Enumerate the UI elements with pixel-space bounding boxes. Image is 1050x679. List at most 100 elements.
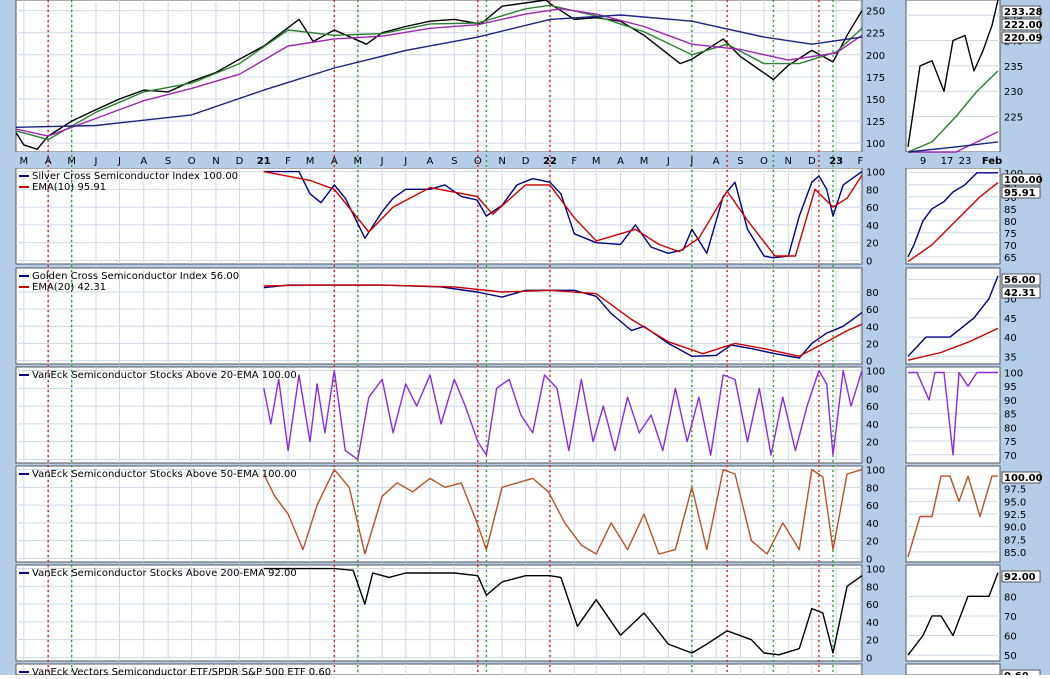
x-tick-label: J [93, 156, 97, 167]
y-tick-label: 0 [866, 554, 872, 565]
value-box [1001, 5, 1041, 18]
y-tick-label: 250 [866, 7, 885, 18]
series-above-50ema-zoom-19 [907, 475, 998, 558]
x-tick-label: F [571, 156, 577, 167]
legend-label: Silver Cross Semiconductor Index 100.00 [32, 171, 238, 182]
legend-swatch [19, 572, 29, 574]
value-box [1001, 173, 1041, 186]
legend-label: EMA(20) 42.31 [32, 282, 106, 293]
y-tick-label: 20 [866, 239, 879, 250]
zoom-panel-silver-cross [905, 167, 1001, 265]
legend-label: VanEck Vectors Semiconductor ETF/SPDR S&… [32, 667, 331, 675]
series-silver-cross-zoom-11 [907, 182, 999, 263]
series-price-zoom-4 [907, 0, 999, 148]
series-price-zoom-5 [907, 70, 999, 153]
y-tick-label: 100 [866, 565, 885, 576]
x-tick-label: N [498, 156, 505, 167]
series-golden-cross-zoom-15 [907, 327, 999, 361]
panel-price [15, 0, 863, 153]
y-tick-label: 80 [866, 384, 879, 395]
x-tick-label: M [640, 156, 649, 167]
value-box-label: 92.00 [1004, 572, 1036, 583]
x-tick-label: J [666, 156, 670, 167]
series-silver-cross-9 [263, 170, 863, 257]
y-tick-label: 0 [866, 256, 872, 267]
y-tick-label: 20 [866, 537, 879, 548]
zoom-y-tick-label: 92.5 [1004, 510, 1026, 521]
x-tick-label: A [45, 156, 52, 167]
x-tick-label: A [713, 156, 720, 167]
y-tick-label: 0 [866, 653, 872, 664]
zoom-y-tick-label: 90 [1004, 396, 1017, 407]
labels: 2502252001751501251002452402352302251008… [19, 5, 1043, 679]
zoom-y-tick-label: 225 [1004, 113, 1023, 124]
series-golden-cross-13 [263, 284, 863, 357]
x-tick-label: J [403, 156, 407, 167]
value-box-label: 233.28 [1004, 7, 1043, 18]
panel-above-200ema [15, 564, 863, 662]
x-tick-label: S [165, 156, 171, 167]
x-tick-label: N [212, 156, 219, 167]
series-price-zoom-6 [908, 131, 999, 153]
x-tick-label: A [331, 156, 338, 167]
x-tick-label: A [617, 156, 624, 167]
series-golden-cross-zoom-14 [907, 275, 999, 357]
value-box-label: 220.09 [1004, 33, 1043, 44]
y-tick-label: 200 [866, 51, 885, 62]
y-tick-label: 0 [866, 357, 872, 368]
y-tick-label: 80 [866, 185, 879, 196]
legend-swatch [19, 473, 29, 475]
y-tick-label: 80 [866, 582, 879, 593]
legend-swatch [19, 275, 29, 277]
legend-swatch [19, 186, 29, 188]
y-tick-label: 40 [866, 322, 879, 333]
value-box [1001, 286, 1041, 299]
legend-label: VanEck Semiconductor Stocks Above 200-EM… [32, 568, 297, 579]
series-price-1 [15, 4, 863, 141]
zoom-y-tick-label: 85 [1004, 205, 1017, 216]
y-tick-label: 60 [866, 305, 879, 316]
x-tick-label: J [689, 156, 693, 167]
zoom-x-tick-label: 9 [920, 156, 926, 167]
legend-label: VanEck Semiconductor Stocks Above 50-EMA… [32, 469, 297, 480]
zoom-x-tick-label: 17 [941, 156, 954, 167]
zoom-y-tick-label: 85.0 [1004, 548, 1026, 559]
value-box [1001, 186, 1041, 199]
zoom-y-tick-label: 87.5 [1004, 535, 1026, 546]
x-tick-label: 22 [543, 156, 557, 167]
y-tick-label: 100 [866, 367, 885, 378]
value-box [1001, 273, 1041, 286]
value-box-label: 0.60 [1004, 671, 1029, 675]
legend-label: Golden Cross Semiconductor Index 56.00 [32, 271, 239, 282]
x-tick-label: O [188, 156, 196, 167]
x-tick-label: M [354, 156, 363, 167]
x-tick-label: S [451, 156, 457, 167]
zoom-y-tick-label: 40 [1004, 333, 1017, 344]
y-tick-label: 225 [866, 29, 885, 40]
series-price-3 [15, 14, 863, 128]
x-tick-label: M [20, 156, 29, 167]
zoom-panel-golden-cross [905, 267, 1001, 365]
value-box-label: 95.91 [1004, 188, 1036, 199]
value-box [1001, 570, 1041, 583]
y-tick-label: 80 [866, 483, 879, 494]
legend-swatch [19, 286, 29, 288]
x-tick-label: 23 [829, 156, 843, 167]
x-tick-label: M [67, 156, 76, 167]
value-box-label: 42.31 [1004, 288, 1036, 299]
panel-above-50ema [15, 465, 863, 563]
zoom-y-tick-label: 35 [1004, 352, 1017, 363]
y-tick-label: 40 [866, 519, 879, 530]
zoom-x-tick-label: Feb [982, 156, 1002, 167]
y-tick-label: 60 [866, 402, 879, 413]
zoom-y-tick-label: 100 [1004, 368, 1023, 379]
x-tick-label: J [117, 156, 121, 167]
series-silver-cross-8 [263, 170, 863, 259]
value-box-label: 222.00 [1004, 20, 1043, 31]
y-tick-label: 175 [866, 73, 885, 84]
x-tick-label: O [760, 156, 768, 167]
x-tick-label: O [474, 156, 482, 167]
x-tick-label: D [522, 156, 530, 167]
y-tick-label: 20 [866, 636, 879, 647]
